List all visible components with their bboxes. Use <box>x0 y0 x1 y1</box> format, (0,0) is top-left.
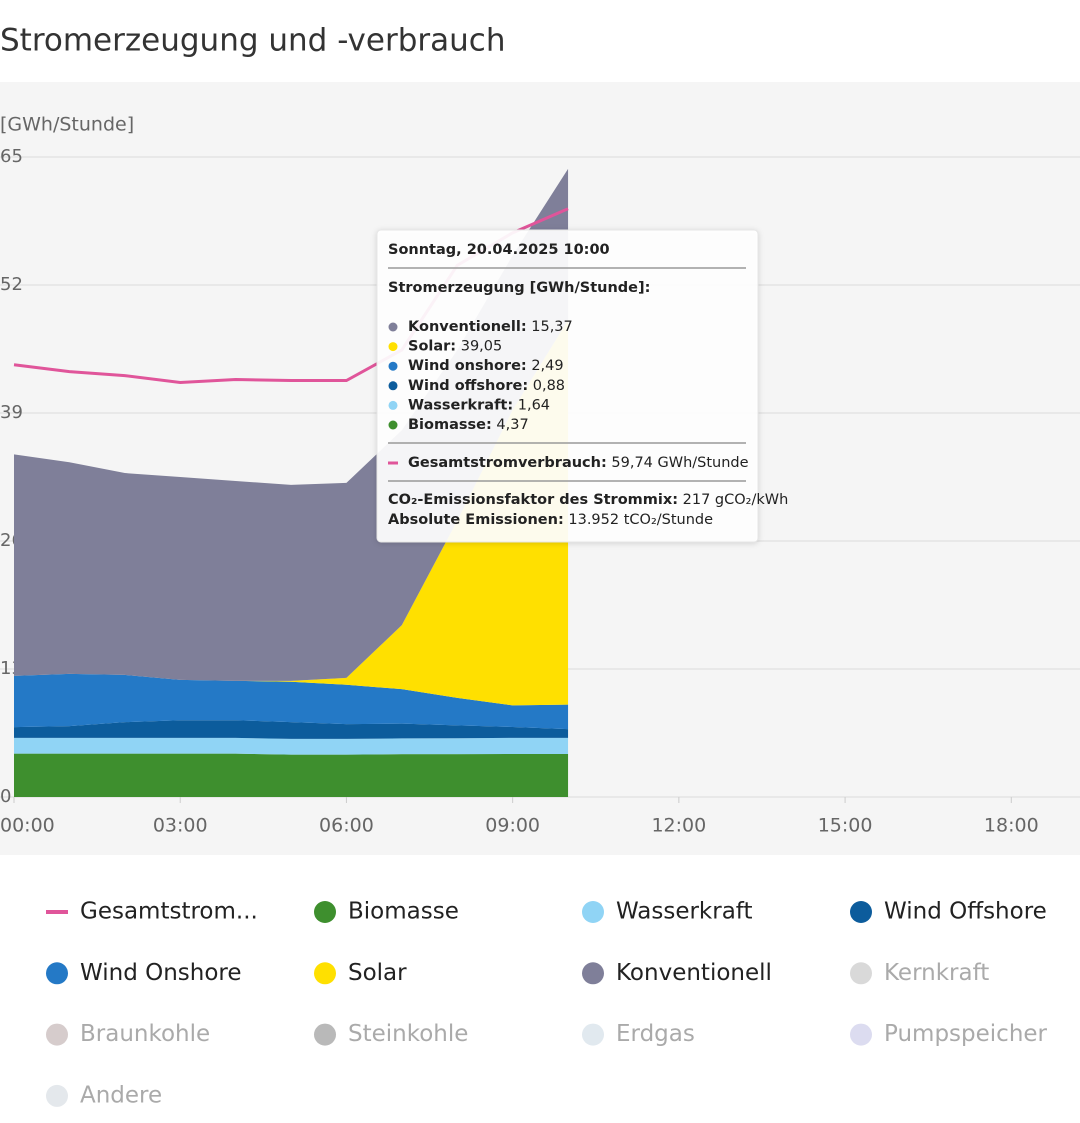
legend-item[interactable]: Wind Onshore <box>46 960 242 986</box>
area <box>14 673 569 730</box>
tooltip-dot <box>388 420 398 430</box>
tooltip-label: Gesamtstromverbrauch: <box>408 455 607 471</box>
tooltip-dot <box>388 400 398 410</box>
tooltip-emission: Absolute Emissionen: 13.952 tCO₂/Stunde <box>388 512 713 528</box>
tooltip-value: 59,74 GWh/Stunde <box>611 455 748 471</box>
legend-item[interactable]: Erdgas <box>582 1021 695 1047</box>
x-tick-label: 03:00 <box>153 815 208 837</box>
tooltip-value: 39,05 <box>461 339 503 355</box>
x-tick-label: 12:00 <box>651 815 706 837</box>
y-tick-label: 65 <box>0 146 23 167</box>
tooltip: Sonntag, 20.04.2025 10:00 Stromerzeugung … <box>376 229 788 543</box>
legend-label: Biomasse <box>348 899 459 925</box>
tooltip-row: Wind offshore: 0,88 <box>408 378 565 394</box>
area <box>14 753 569 797</box>
x-tick-label: 09:00 <box>485 815 540 837</box>
tooltip-dot <box>388 381 398 391</box>
tooltip-section: Stromerzeugung [GWh/Stunde]: <box>388 280 650 296</box>
legend-item[interactable]: Kernkraft <box>850 960 989 986</box>
legend-label: Konventionell <box>616 960 772 986</box>
tooltip-value: 0,88 <box>533 378 565 394</box>
legend-marker <box>46 1023 68 1046</box>
x-tick-label: 06:00 <box>319 815 374 837</box>
tooltip-box <box>376 229 759 543</box>
tooltip-row: Wind onshore: 2,49 <box>408 358 564 374</box>
legend-item[interactable]: Wasserkraft <box>582 899 753 925</box>
tooltip-row: Wasserkraft: 1,64 <box>408 397 550 413</box>
legend-label: Andere <box>80 1082 162 1108</box>
tooltip-label: CO₂-Emissionsfaktor des Strommix: <box>388 492 678 508</box>
legend-label: Steinkohle <box>348 1021 468 1047</box>
legend-marker <box>314 962 336 985</box>
area <box>14 737 569 755</box>
x-tick-label: 15:00 <box>818 815 873 837</box>
tooltip-value: 4,37 <box>496 417 528 433</box>
tooltip-label: Wasserkraft: <box>408 397 513 413</box>
legend-item[interactable]: Steinkohle <box>314 1021 468 1047</box>
y-axis-label: [GWh/Stunde] <box>0 114 134 136</box>
legend-item[interactable]: Andere <box>46 1082 162 1108</box>
tooltip-dot <box>388 361 398 371</box>
tooltip-label: Wind onshore: <box>408 358 527 374</box>
area <box>14 168 569 681</box>
legend-marker <box>850 962 872 985</box>
tooltip-dot <box>388 342 398 352</box>
legend-item[interactable]: Pumpspeicher <box>850 1021 1048 1047</box>
legend-marker <box>850 1023 872 1046</box>
legend-label: Wind Offshore <box>884 899 1047 925</box>
legend-label: Erdgas <box>616 1021 695 1047</box>
tooltip-label: Wind offshore: <box>408 378 528 394</box>
legend-marker <box>46 1084 68 1107</box>
x-tick-label: 00:00 <box>0 815 55 837</box>
tooltip-row: Solar: 39,05 <box>408 339 502 355</box>
legend-label: Wind Onshore <box>80 960 242 986</box>
tooltip-label: Absolute Emissionen: <box>388 512 564 528</box>
tooltip-emission: CO₂-Emissionsfaktor des Strommix: 217 gC… <box>388 492 788 508</box>
legend-label: Solar <box>348 960 407 986</box>
tooltip-label: Biomasse: <box>408 417 492 433</box>
tooltip-value: 217 gCO₂/kWh <box>683 492 789 508</box>
legend-item[interactable]: Wind Offshore <box>850 899 1047 925</box>
legend-label: Pumpspeicher <box>884 1021 1048 1047</box>
legend-item[interactable]: Gesamtstrom... <box>46 899 258 925</box>
tooltip-title: Sonntag, 20.04.2025 10:00 <box>388 242 610 258</box>
tooltip-dot <box>388 322 398 332</box>
legend-item[interactable]: Biomasse <box>314 899 459 925</box>
y-tick-label: 39 <box>0 402 23 423</box>
tooltip-label: Solar: <box>408 339 456 355</box>
legend-marker <box>314 901 336 923</box>
tooltip-value: 13.952 tCO₂/Stunde <box>568 512 713 528</box>
tooltip-label: Konventionell: <box>408 319 527 335</box>
y-tick-label: 52 <box>0 274 23 295</box>
legend-item[interactable]: Solar <box>314 960 407 986</box>
tooltip-row: Gesamtstromverbrauch: 59,74 GWh/Stunde <box>408 455 749 471</box>
legend-label: Gesamtstrom... <box>80 899 258 925</box>
legend-label: Braunkohle <box>80 1021 210 1047</box>
area <box>14 720 569 739</box>
legend-item[interactable]: Konventionell <box>582 960 772 986</box>
tooltip-row: Konventionell: 15,37 <box>408 319 573 335</box>
legend-marker <box>582 1023 604 1046</box>
tooltip-value: 1,64 <box>518 397 550 413</box>
tooltip-value: 2,49 <box>531 358 563 374</box>
tooltip-value: 15,37 <box>531 319 573 335</box>
legend-marker <box>850 901 872 923</box>
x-tick-label: 18:00 <box>984 815 1039 837</box>
legend-label: Wasserkraft <box>616 899 753 925</box>
legend-label: Kernkraft <box>884 960 989 986</box>
area <box>14 320 569 706</box>
legend-marker <box>582 962 604 985</box>
tooltip-row: Biomasse: 4,37 <box>408 417 529 433</box>
y-tick-label: 0 <box>0 786 11 807</box>
legend-marker <box>582 901 604 923</box>
legend-item[interactable]: Braunkohle <box>46 1021 210 1047</box>
legend-marker <box>46 962 68 985</box>
legend-marker <box>314 1023 336 1046</box>
chart-title: Stromerzeugung und -verbrauch <box>0 23 505 59</box>
